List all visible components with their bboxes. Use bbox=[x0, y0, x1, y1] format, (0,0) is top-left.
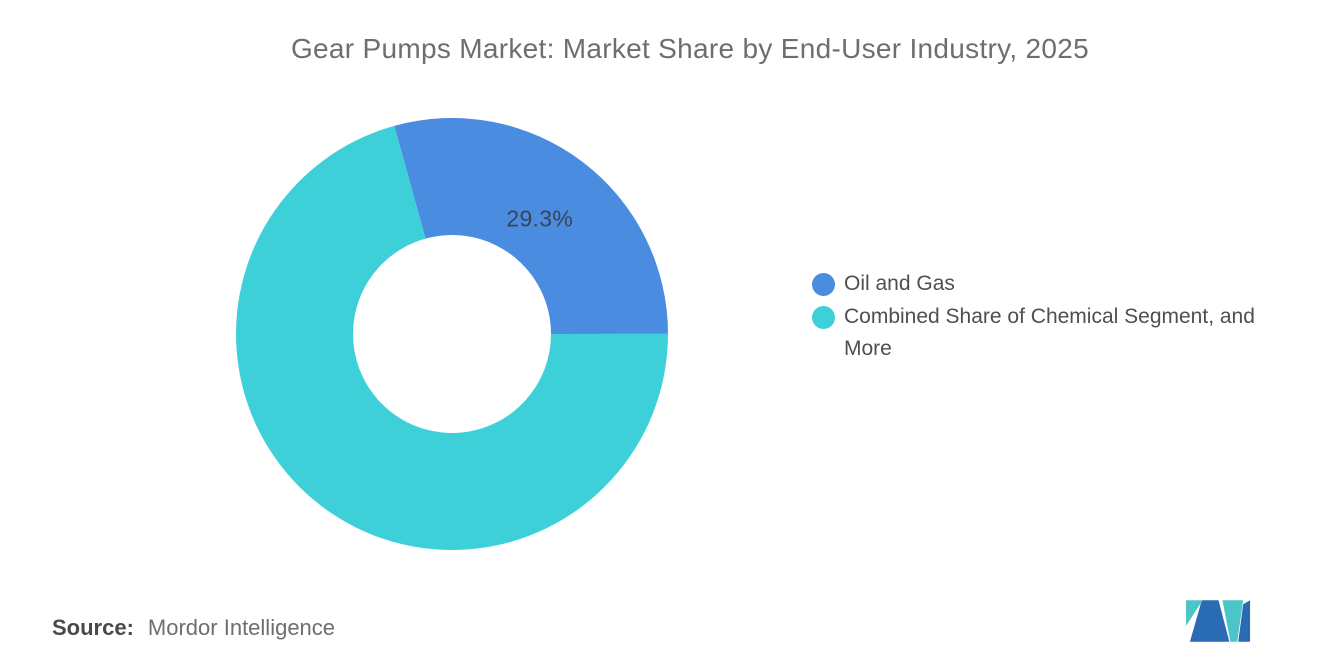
legend-swatch-oil-and-gas-icon bbox=[812, 273, 835, 296]
chart-title: Gear Pumps Market: Market Share by End-U… bbox=[290, 33, 1090, 64]
legend-item-oil-and-gas[interactable]: Oil and Gas bbox=[812, 268, 1282, 300]
legend-label-combined-share: Combined Share of Chemical Segment, and … bbox=[844, 305, 1255, 360]
logo-shape-teal-corner bbox=[1186, 600, 1203, 626]
mordor-intelligence-logo-icon bbox=[1186, 600, 1251, 642]
logo-shape-blue-bar bbox=[1238, 600, 1251, 642]
source-label: Source: bbox=[52, 615, 134, 640]
slice-data-label: 29.3% bbox=[506, 205, 574, 232]
source-attribution: Source: Mordor Intelligence bbox=[52, 613, 335, 643]
logo-shape-teal-band bbox=[1222, 600, 1244, 642]
pie-slice-combined-share[interactable] bbox=[236, 125, 669, 551]
legend: Oil and Gas Combined Share of Chemical S… bbox=[812, 268, 1282, 366]
source-value: Mordor Intelligence bbox=[147, 615, 336, 640]
logo-shape-blue-diagonal bbox=[1189, 600, 1230, 642]
legend-swatch-combined-share-icon bbox=[812, 306, 835, 329]
legend-item-combined-share[interactable]: Combined Share of Chemical Segment, and … bbox=[812, 301, 1282, 365]
legend-label-oil-and-gas: Oil and Gas bbox=[844, 272, 955, 295]
pie-slice-oil-and-gas[interactable] bbox=[394, 118, 668, 334]
